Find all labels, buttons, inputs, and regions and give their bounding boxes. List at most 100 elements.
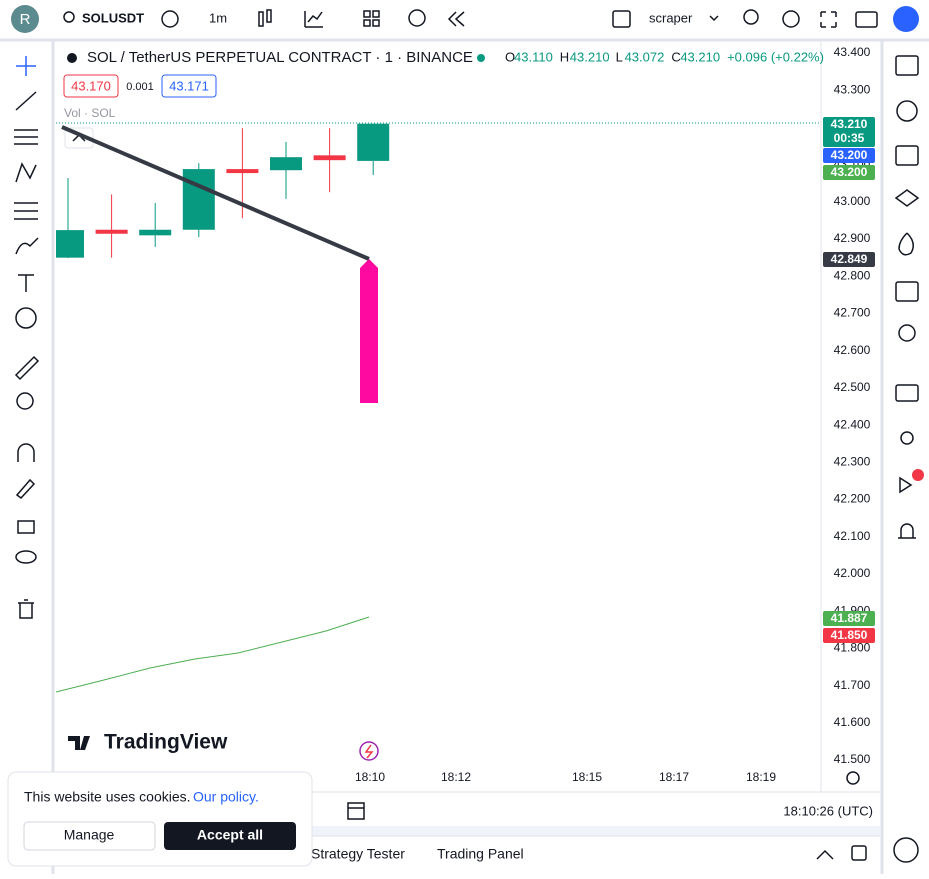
streams[interactable] xyxy=(900,431,914,445)
brush-tool[interactable] xyxy=(15,237,39,255)
emoji-tool[interactable] xyxy=(15,307,37,329)
sell-price: 43.170 xyxy=(71,78,111,93)
y-tick-label: 42.100 xyxy=(834,529,871,543)
x-tick-label: 18:10 xyxy=(355,770,385,784)
cookie-message: This website uses cookies. xyxy=(24,789,191,805)
manage-button[interactable] xyxy=(23,821,156,851)
price-badge xyxy=(823,252,875,267)
quick-search[interactable] xyxy=(743,9,759,25)
magnet-tool[interactable] xyxy=(17,443,35,462)
layout-box[interactable] xyxy=(612,10,631,28)
logo xyxy=(68,736,90,750)
market-status xyxy=(477,54,485,62)
symbol[interactable]: SOLUSDT xyxy=(82,10,144,25)
collapse-panel[interactable] xyxy=(816,849,834,860)
price-badge xyxy=(823,148,875,163)
accept-button[interactable] xyxy=(164,822,296,850)
candle-body xyxy=(56,230,84,258)
crosshair-tool[interactable] xyxy=(16,56,36,76)
price-badge-label: 43.200 xyxy=(831,148,868,162)
trend-tool[interactable] xyxy=(15,91,37,111)
layouts[interactable] xyxy=(363,10,371,18)
object-tree[interactable] xyxy=(894,189,920,207)
lock-draw[interactable] xyxy=(15,478,36,500)
candle-body xyxy=(226,169,259,174)
snapshot[interactable] xyxy=(855,11,878,28)
price-badge-label: 43.200 xyxy=(831,165,868,179)
candle-body xyxy=(182,169,215,230)
broadcasts[interactable] xyxy=(899,476,913,494)
event-bolt xyxy=(364,744,374,759)
chats[interactable] xyxy=(895,384,919,402)
hide-tool[interactable] xyxy=(15,550,37,564)
settings[interactable] xyxy=(782,10,800,28)
price-badge-label: 41.887 xyxy=(831,611,868,625)
price-badge-label: 41.850 xyxy=(831,628,868,642)
hotlists[interactable] xyxy=(898,232,914,256)
x-tick-label: 18:17 xyxy=(659,770,689,784)
candle-body xyxy=(270,157,302,171)
alert[interactable] xyxy=(408,9,426,27)
add-symbol[interactable] xyxy=(161,10,179,28)
goto-date[interactable] xyxy=(347,802,365,820)
interval[interactable]: 1m xyxy=(209,10,227,25)
lock-tool[interactable] xyxy=(17,520,35,534)
price-badge xyxy=(823,165,875,180)
y-tick-label: 43.000 xyxy=(834,194,871,208)
x-tick-label: 18:19 xyxy=(746,770,776,784)
event-icon[interactable] xyxy=(359,741,379,761)
price-badge xyxy=(823,628,875,643)
axis-settings[interactable] xyxy=(846,771,860,785)
accept-label: Accept all xyxy=(197,827,263,843)
alerts[interactable] xyxy=(896,100,918,122)
indicators[interactable] xyxy=(304,11,323,28)
y-tick-label: 43.400 xyxy=(834,45,871,59)
sell-button[interactable] xyxy=(63,74,119,98)
y-tick-label: 41.700 xyxy=(834,678,871,692)
publish[interactable] xyxy=(893,6,919,32)
delete-tool[interactable] xyxy=(18,599,34,619)
spread: 0.001 xyxy=(126,81,154,93)
y-tick-label: 42.200 xyxy=(834,492,871,506)
y-tick-label: 42.800 xyxy=(834,268,871,282)
watchlist[interactable] xyxy=(895,55,919,76)
ruler-tool[interactable] xyxy=(14,355,40,381)
text-tool[interactable] xyxy=(18,274,34,292)
calendar[interactable] xyxy=(895,281,919,302)
ohlc-value: 43.210 xyxy=(570,49,610,64)
layout-menu[interactable] xyxy=(709,15,719,22)
pattern-tool[interactable] xyxy=(15,162,37,183)
countdown: 00:35 xyxy=(834,131,865,145)
projection-tool[interactable] xyxy=(14,202,38,220)
y-tick-label: 42.400 xyxy=(834,417,871,431)
ohlc-label: H xyxy=(560,49,569,64)
candle-type2 xyxy=(266,9,272,23)
tab[interactable]: Trading Panel xyxy=(437,846,524,862)
fib-tool[interactable] xyxy=(14,129,38,145)
search-icon[interactable] xyxy=(63,11,75,23)
buy-button[interactable] xyxy=(161,74,217,98)
buy-price: 43.171 xyxy=(169,78,209,93)
replay[interactable] xyxy=(447,11,465,27)
tab[interactable]: Strategy Tester xyxy=(311,846,405,862)
avatar[interactable] xyxy=(11,5,39,33)
legend-title: SOL / TetherUS PERPETUAL CONTRACT · 1 · … xyxy=(87,49,473,66)
y-tick-label: 41.500 xyxy=(834,752,871,766)
data-window[interactable] xyxy=(895,145,919,166)
y-tick-label: 42.000 xyxy=(834,566,871,580)
candle-type[interactable] xyxy=(258,11,264,27)
maximize-panel[interactable] xyxy=(851,845,867,861)
layouts4 xyxy=(372,19,380,27)
layout-name[interactable]: scraper xyxy=(649,10,693,25)
ohlc-label: C xyxy=(671,49,680,64)
fullscreen[interactable] xyxy=(820,11,837,28)
ideas[interactable] xyxy=(898,324,916,342)
y-tick-label: 43.300 xyxy=(834,82,871,96)
ohlc-value: 43.110 xyxy=(514,49,553,64)
zoom-tool[interactable] xyxy=(16,392,34,410)
help[interactable] xyxy=(893,837,919,863)
cookie-link[interactable]: Our policy. xyxy=(193,789,259,805)
candle-body xyxy=(357,123,390,161)
notifications[interactable] xyxy=(898,523,916,539)
